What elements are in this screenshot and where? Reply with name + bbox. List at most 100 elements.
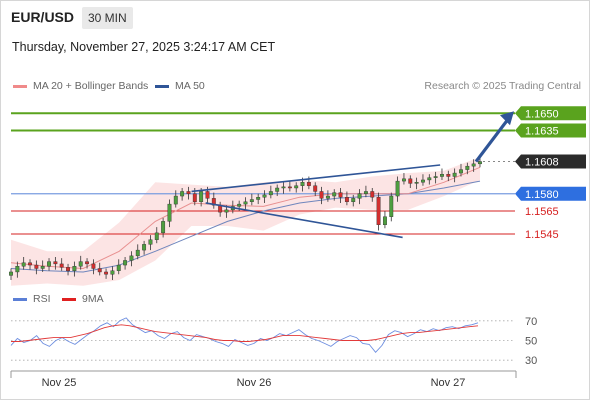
candle-body	[173, 195, 178, 205]
candle-body	[34, 264, 39, 269]
rsi-tick-label-50: 50	[525, 336, 537, 348]
candle-body	[205, 191, 210, 199]
candle-body	[186, 191, 191, 194]
candle-body	[421, 179, 425, 183]
candle-body	[40, 266, 45, 269]
level-label-1-1580: 1.1580	[515, 186, 586, 201]
candle-body	[319, 191, 324, 199]
candle-body	[275, 187, 280, 192]
candles-group	[9, 155, 482, 280]
level-value-text: 1.1545	[525, 229, 559, 241]
candle-body	[306, 182, 311, 186]
trend-channel	[191, 164, 441, 239]
level-value-text: 1.1650	[525, 108, 559, 120]
legend-ma20-swatch	[13, 84, 27, 88]
candle-body	[313, 185, 318, 192]
candle-body	[376, 196, 381, 225]
candle-body	[452, 172, 457, 177]
candle-body	[154, 232, 159, 240]
candle-body	[408, 178, 413, 184]
candle-body	[357, 193, 362, 199]
x-tick-label: Nov 26	[237, 377, 272, 389]
level-value-text: 1.1580	[525, 189, 559, 201]
candle-body	[262, 194, 267, 198]
candle-body	[237, 203, 242, 207]
legend-ma20-label: MA 20 + Bollinger Bands	[33, 80, 149, 92]
level-badge-bg	[515, 123, 586, 138]
candle-body	[180, 191, 185, 197]
candle-body	[85, 261, 89, 265]
level-label-1-1650: 1.1650	[515, 106, 586, 121]
chart-datetime: Thursday, November 27, 2025 3:24:17 AM C…	[12, 40, 276, 54]
candle-body	[351, 198, 356, 203]
candle-body	[294, 185, 299, 189]
candle-body	[433, 176, 438, 178]
timeframe-button[interactable]: 30 MIN	[82, 7, 133, 29]
candle-body	[167, 203, 172, 222]
rsi-9ma-line	[11, 324, 479, 342]
level-label-1-1545: 1.1545	[525, 229, 559, 241]
candle-body	[440, 173, 444, 177]
candle-body	[135, 249, 140, 257]
candle-body	[21, 262, 26, 267]
level-value-text: 1.1608	[525, 157, 559, 169]
candle-body	[192, 193, 197, 203]
legend-ma20-bb: MA 20 + Bollinger Bands	[13, 80, 148, 92]
legend-ma50: MA 50	[155, 80, 205, 92]
candle-body	[91, 263, 96, 269]
candle-body	[78, 261, 83, 267]
rsi-tick-label-30: 30	[525, 355, 537, 367]
candle-body	[72, 266, 77, 272]
forecast-arrow-shaft	[474, 118, 510, 163]
level-badge-bg	[515, 106, 586, 121]
channel-lower-line	[205, 202, 403, 239]
rsi-tick-label-70: 70	[525, 316, 537, 328]
candle-body	[15, 266, 20, 273]
level-value-text: 1.1565	[525, 206, 559, 218]
rsi-line	[10, 317, 479, 353]
level-label-1-1565: 1.1565	[525, 206, 559, 218]
candle-body	[148, 239, 153, 245]
legend-9ma: 9MA	[62, 293, 104, 305]
candle-body	[389, 195, 394, 217]
candle-body	[325, 195, 330, 199]
candle-body	[97, 268, 102, 273]
candle-body	[332, 192, 337, 197]
bollinger-band-area	[11, 157, 480, 286]
x-tick-label: Nov 25	[42, 377, 77, 389]
candle-body	[465, 165, 470, 170]
level-label-1-1635: 1.1635	[515, 123, 586, 138]
candle-body	[123, 260, 128, 266]
candle-body	[459, 169, 463, 174]
channel-upper-line	[191, 164, 441, 193]
candle-body	[224, 209, 229, 213]
candle-body	[446, 173, 451, 177]
level-value-text: 1.1635	[525, 126, 559, 138]
x-tick-label: Nov 27	[431, 377, 466, 389]
candle-body	[142, 244, 147, 251]
candle-body	[59, 263, 64, 268]
legend-9ma-swatch	[62, 297, 76, 301]
candle-body	[256, 196, 261, 200]
candle-body	[268, 191, 273, 196]
candle-body	[129, 255, 134, 261]
candle-body	[414, 182, 419, 184]
instrument-title: EUR/USD	[11, 9, 75, 25]
candle-body	[66, 267, 70, 272]
candle-body	[161, 221, 166, 234]
candle-body	[363, 191, 368, 194]
candle-body	[110, 270, 115, 275]
candle-body	[116, 264, 121, 271]
legend-rsi-label: RSI	[33, 293, 51, 305]
level-badge-bg	[515, 154, 586, 169]
candle-body	[382, 216, 387, 226]
candle-body	[281, 186, 286, 189]
candle-body	[344, 196, 349, 202]
candle-body	[300, 182, 305, 186]
candle-body	[471, 163, 476, 167]
candle-body	[478, 161, 482, 165]
level-badge-bg	[515, 186, 586, 201]
candle-body	[9, 271, 13, 276]
legend-ma50-label: MA 50	[175, 80, 205, 92]
